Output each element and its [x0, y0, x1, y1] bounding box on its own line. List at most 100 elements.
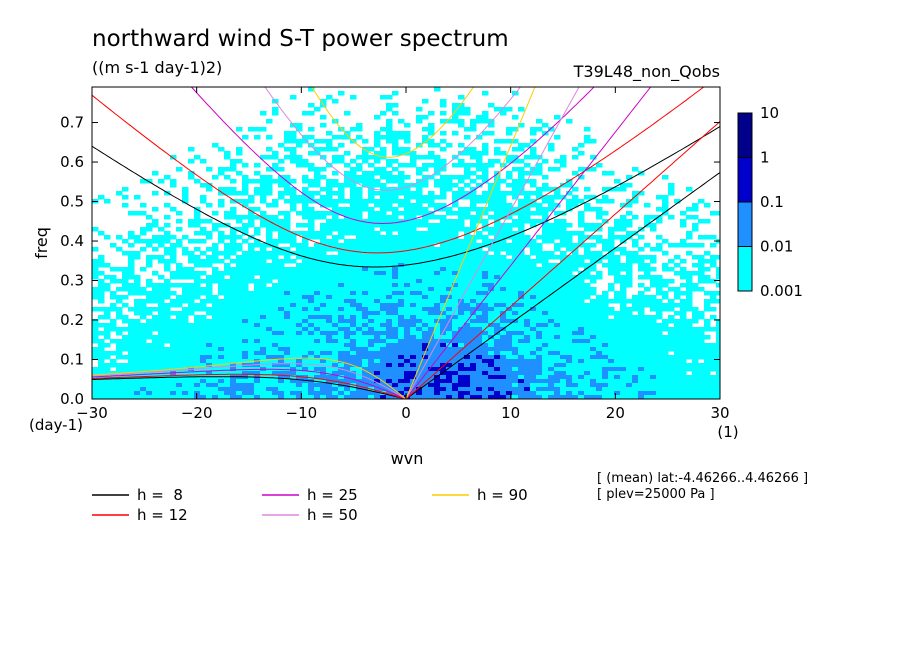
- spectrum-cell: [362, 279, 369, 284]
- spectrum-cell: [632, 319, 639, 324]
- spectrum-cell: [458, 123, 465, 128]
- spectrum-cell: [188, 371, 195, 376]
- spectrum-cell: [536, 387, 543, 392]
- spectrum-cell: [440, 379, 447, 384]
- spectrum-cell: [434, 379, 441, 384]
- spectrum-cell: [542, 303, 549, 308]
- spectrum-cell: [506, 339, 513, 344]
- spectrum-cell: [218, 279, 225, 284]
- spectrum-cell: [638, 255, 645, 260]
- spectrum-cell: [146, 355, 153, 360]
- spectrum-cell: [326, 267, 333, 272]
- spectrum-cell: [362, 287, 369, 292]
- spectrum-cell: [644, 335, 651, 340]
- spectrum-cell: [362, 347, 369, 352]
- spectrum-cell: [674, 367, 681, 372]
- spectrum-cell: [542, 371, 549, 376]
- spectrum-cell: [428, 343, 435, 348]
- spectrum-cell: [656, 247, 663, 252]
- spectrum-cell: [308, 191, 315, 196]
- spectrum-cell: [134, 319, 141, 324]
- spectrum-cell: [404, 311, 411, 316]
- spectrum-cell: [98, 307, 105, 312]
- spectrum-cell: [386, 263, 393, 268]
- spectrum-cell: [242, 267, 249, 272]
- spectrum-cell: [260, 271, 267, 276]
- spectrum-cell: [512, 251, 519, 256]
- spectrum-cell: [224, 215, 231, 220]
- spectrum-cell: [212, 375, 219, 380]
- spectrum-cell: [518, 219, 525, 224]
- spectrum-cell: [254, 271, 261, 276]
- spectrum-cell: [656, 395, 663, 399]
- spectrum-cell: [260, 183, 267, 188]
- spectrum-cell: [674, 351, 681, 356]
- spectrum-cell: [602, 363, 609, 368]
- spectrum-cell: [692, 319, 699, 324]
- spectrum-cell: [182, 359, 189, 364]
- spectrum-cell: [698, 219, 705, 224]
- spectrum-cell: [650, 391, 657, 396]
- spectrum-cell: [662, 307, 669, 312]
- spectrum-cell: [116, 315, 123, 320]
- spectrum-cell: [524, 155, 531, 160]
- spectrum-cell: [98, 231, 105, 236]
- spectrum-cell: [416, 371, 423, 376]
- spectrum-cell: [392, 323, 399, 328]
- spectrum-cell: [452, 299, 459, 304]
- spectrum-cell: [164, 315, 171, 320]
- spectrum-cell: [254, 299, 261, 304]
- spectrum-cell: [314, 215, 321, 220]
- spectrum-cell: [464, 291, 471, 296]
- spectrum-cell: [266, 299, 273, 304]
- spectrum-cell: [260, 127, 267, 132]
- spectrum-cell: [434, 371, 441, 376]
- spectrum-cell: [344, 279, 351, 284]
- spectrum-cell: [698, 315, 705, 320]
- spectrum-cell: [578, 327, 585, 332]
- spectrum-cell: [524, 283, 531, 288]
- spectrum-cell: [272, 111, 279, 116]
- spectrum-cell: [272, 255, 279, 260]
- spectrum-cell: [608, 271, 615, 276]
- spectrum-cell: [392, 191, 399, 196]
- spectrum-cell: [446, 367, 453, 372]
- spectrum-cell: [206, 299, 213, 304]
- spectrum-cell: [572, 251, 579, 256]
- spectrum-cell: [536, 339, 543, 344]
- spectrum-cell: [392, 239, 399, 244]
- spectrum-cell: [302, 111, 309, 116]
- spectrum-cell: [368, 391, 375, 396]
- spectrum-cell: [590, 315, 597, 320]
- spectrum-cell: [416, 335, 423, 340]
- spectrum-cell: [572, 319, 579, 324]
- spectrum-cell: [362, 311, 369, 316]
- spectrum-cell: [452, 295, 459, 300]
- spectrum-cell: [92, 347, 99, 352]
- spectrum-cell: [104, 395, 111, 399]
- spectrum-cell: [494, 195, 501, 200]
- spectrum-cell: [218, 239, 225, 244]
- spectrum-cell: [134, 311, 141, 316]
- spectrum-cell: [362, 327, 369, 332]
- spectrum-cell: [638, 235, 645, 240]
- spectrum-cell: [134, 287, 141, 292]
- spectrum-cell: [248, 215, 255, 220]
- spectrum-cell: [650, 355, 657, 360]
- spectrum-cell: [596, 303, 603, 308]
- spectrum-cell: [122, 187, 129, 192]
- spectrum-cell: [620, 391, 627, 396]
- spectrum-cell: [248, 335, 255, 340]
- spectrum-cell: [566, 243, 573, 248]
- spectrum-cell: [608, 391, 615, 396]
- spectrum-cell: [476, 383, 483, 388]
- spectrum-cell: [692, 371, 699, 376]
- spectrum-cell: [488, 183, 495, 188]
- spectrum-cell: [674, 371, 681, 376]
- spectrum-cell: [332, 211, 339, 216]
- spectrum-cell: [560, 355, 567, 360]
- spectrum-cell: [344, 347, 351, 352]
- spectrum-cell: [374, 259, 381, 264]
- spectrum-cell: [320, 375, 327, 380]
- spectrum-cell: [224, 267, 231, 272]
